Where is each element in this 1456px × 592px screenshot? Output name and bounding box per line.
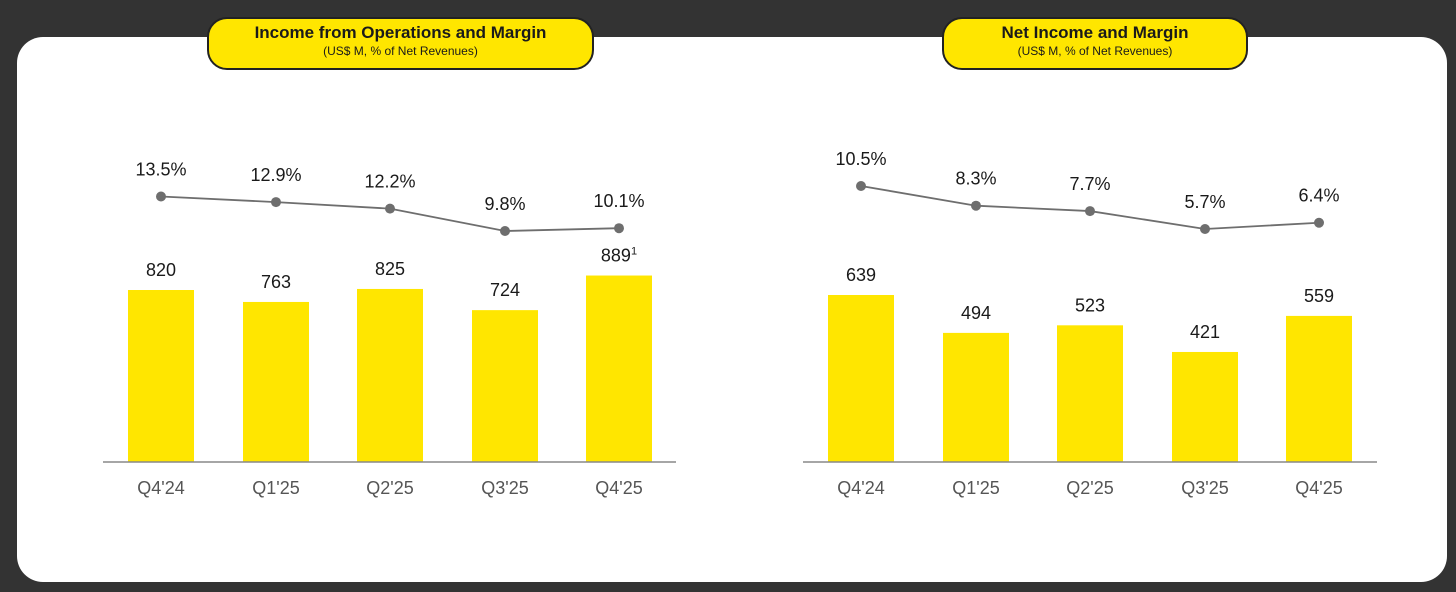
chart-title-pill-net-income: Net Income and Margin (US$ M, % of Net R… <box>942 17 1248 70</box>
x-tick-label: Q2'25 <box>1066 478 1113 498</box>
margin-point <box>385 203 395 214</box>
chart-subtitle: (US$ M, % of Net Revenues) <box>323 44 478 58</box>
bar <box>128 290 194 462</box>
margin-line <box>160 195 620 232</box>
x-tick-label: Q4'24 <box>837 478 884 498</box>
bar-value-label: 825 <box>375 259 405 279</box>
chart-title: Net Income and Margin <box>1001 23 1189 42</box>
bar-value-label: 523 <box>1075 295 1105 315</box>
chart-title: Income from Operations and Margin <box>254 23 547 42</box>
bar-value-label: 421 <box>1190 322 1220 342</box>
margin-value-label: 8.3% <box>955 169 996 189</box>
bar-value-label: 763 <box>261 272 291 292</box>
x-tick-label: Q3'25 <box>1181 478 1228 498</box>
bar <box>1057 325 1123 462</box>
margin-point <box>1085 206 1095 217</box>
margin-point <box>614 223 624 234</box>
bar <box>243 301 309 462</box>
bar-value-label: 559 <box>1304 286 1334 306</box>
x-tick-label: Q1'25 <box>952 478 999 498</box>
margin-point <box>856 181 866 191</box>
margin-value-label: 10.1% <box>593 191 644 211</box>
margin-point <box>971 200 981 211</box>
x-tick-label: Q2'25 <box>366 478 413 498</box>
margin-value-label: 12.9% <box>250 165 301 185</box>
margin-value-label: 12.2% <box>364 172 415 192</box>
chart-title-pill-income-from-operations: Income from Operations and Margin (US$ M… <box>207 17 594 70</box>
x-tick-label: Q1'25 <box>252 478 299 498</box>
margin-value-label: 6.4% <box>1298 186 1339 206</box>
footnote-marker: 1 <box>631 246 637 258</box>
chart-subtitle: (US$ M, % of Net Revenues) <box>1017 44 1173 58</box>
bar-value-label: 8891 <box>601 246 637 266</box>
bar <box>1286 315 1352 462</box>
margin-point <box>500 226 510 236</box>
x-tick-label: Q4'25 <box>595 478 642 498</box>
bar <box>357 288 423 462</box>
x-tick-label: Q4'24 <box>137 478 184 498</box>
margin-value-label: 9.8% <box>484 194 525 214</box>
bar-value-label: 639 <box>846 265 876 285</box>
margin-value-label: 5.7% <box>1184 192 1225 212</box>
margin-point <box>156 191 166 202</box>
bar-value-label: 820 <box>146 260 176 280</box>
bar <box>828 295 894 462</box>
margin-point <box>271 197 281 208</box>
margin-value-label: 10.5% <box>835 149 886 169</box>
bar <box>943 332 1009 462</box>
x-tick-label: Q4'25 <box>1295 478 1342 498</box>
margin-value-label: 7.7% <box>1069 174 1110 194</box>
bar <box>586 275 652 462</box>
margin-value-label: 13.5% <box>135 160 186 180</box>
bar-value-label: 494 <box>961 303 991 323</box>
x-tick-label: Q3'25 <box>481 478 528 498</box>
margin-point <box>1314 217 1324 228</box>
bar <box>1172 351 1238 462</box>
bar-value-label: 724 <box>490 280 520 300</box>
margin-point <box>1200 224 1210 234</box>
bar <box>472 310 538 462</box>
